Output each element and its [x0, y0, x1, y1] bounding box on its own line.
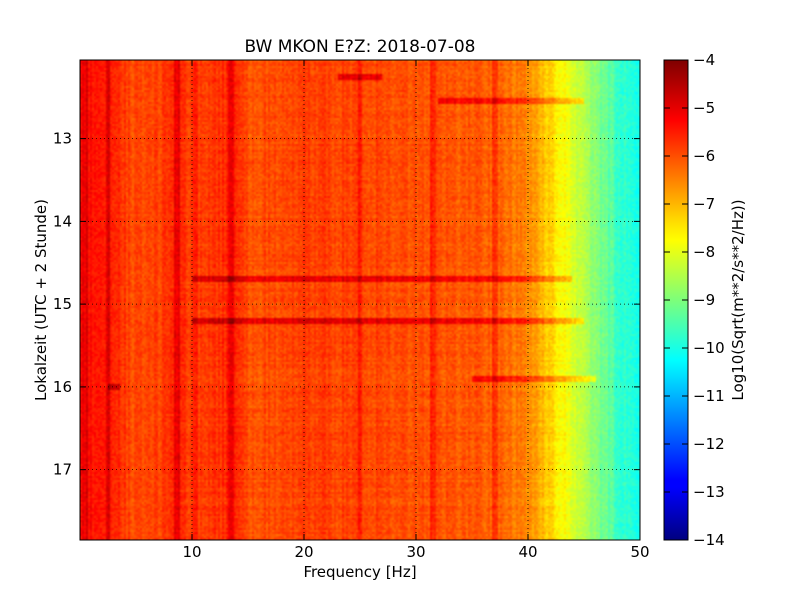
y-tick-label: 13 [53, 130, 72, 148]
plot-frame [79, 59, 641, 541]
colorbar-tick-label: −14 [693, 531, 725, 549]
colorbar-ticks: −4 −5 −6 −7 −8 −9 −10 −11 −12 −13 −14 [664, 51, 725, 549]
colorbar-label: Log10(Sqrt(m**2/s**2/Hz)) [729, 199, 747, 400]
spectrogram-heatmap [80, 60, 640, 540]
colorbar-tick-label: −5 [693, 99, 715, 117]
colorbar-tick-label: −11 [693, 387, 725, 405]
x-axis-label: Frequency [Hz] [303, 563, 416, 581]
y-tick-label: 14 [53, 212, 72, 230]
colorbar-tick-label: −13 [693, 483, 725, 501]
colorbar-tick-label: −9 [693, 291, 715, 309]
y-tick-label: 16 [53, 378, 72, 396]
chart-title: BW MKON E?Z: 2018-07-08 [245, 37, 476, 57]
spectrogram-plot-area [80, 60, 640, 540]
colorbar-tick-label: −10 [693, 339, 725, 357]
x-tick-label: 40 [518, 543, 537, 561]
x-tick-label: 10 [182, 543, 201, 561]
y-tick-label: 17 [53, 461, 72, 479]
y-tick-label: 15 [53, 295, 72, 313]
colorbar-tick-label: −12 [693, 435, 725, 453]
x-axis-ticks: 10 20 30 40 50 [182, 60, 650, 561]
y-axis-label: Lokalzeit (UTC + 2 Stunde) [32, 199, 50, 401]
y-axis-ticks: 13 14 15 16 17 [53, 130, 640, 479]
colorbar-tick-label: −4 [693, 51, 715, 69]
x-tick-label: 20 [294, 543, 313, 561]
x-tick-label: 30 [406, 543, 425, 561]
x-tick-label: 50 [630, 543, 649, 561]
colorbar-tick-label: −7 [693, 195, 715, 213]
grid-lines [80, 60, 640, 540]
colorbar-tick-label: −8 [693, 243, 715, 261]
colorbar-tick-label: −6 [693, 147, 715, 165]
